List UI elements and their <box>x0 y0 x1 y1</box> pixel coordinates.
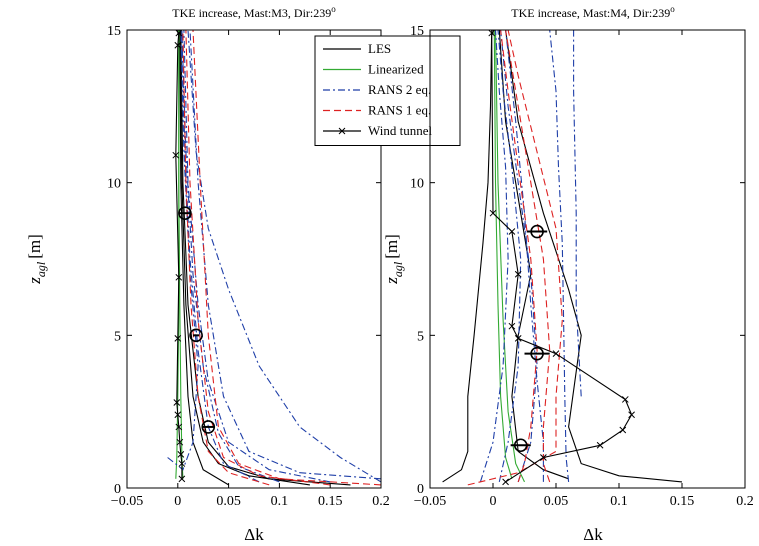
wind-tunnel-marker <box>488 30 496 37</box>
legend-box <box>314 35 461 146</box>
x-tick-label: 0.1 <box>610 494 628 509</box>
wind-tunnel-marker <box>621 396 629 403</box>
x-tick-label: 0.05 <box>544 494 569 509</box>
series-line-wind-tunnel <box>175 33 183 479</box>
series-line-rans-1-eq <box>192 30 381 486</box>
series-line-les <box>179 30 229 486</box>
y-axis-label: zagl[m] <box>25 234 48 285</box>
y-tick-label: 10 <box>107 177 121 192</box>
x-axis-label: Δk <box>244 525 264 544</box>
legend-label: Wind tunnel <box>368 123 432 138</box>
panel-m3: TKE increase, Mast:M3, Dir:239o Δk zagl[… <box>25 4 461 544</box>
wind-tunnel-marker <box>619 426 627 434</box>
x-tick-label: 0 <box>490 494 497 509</box>
x-tick-label: 0.1 <box>271 494 289 509</box>
x-tick-label: 0.15 <box>318 494 343 509</box>
measurement-point <box>201 420 216 434</box>
measurement-point <box>178 206 192 220</box>
wind-tunnel-marker <box>552 350 560 358</box>
series-line-rans-2-eq <box>549 30 570 482</box>
y-tick-label: 0 <box>114 482 121 497</box>
series-line-les <box>505 30 683 483</box>
series-line-rans-2-eq <box>181 30 280 483</box>
y-tick-label: 0 <box>417 482 424 497</box>
measurement-point <box>513 438 528 453</box>
x-axis-label: Δk <box>583 525 603 544</box>
wind-tunnel-marker <box>176 438 184 446</box>
x-tick-label: 0.2 <box>372 494 390 509</box>
wind-tunnel-marker <box>173 399 181 406</box>
series-line-wind-tunnel <box>491 33 633 483</box>
wind-tunnel-marker <box>175 273 183 281</box>
wind-tunnel-marker <box>174 41 182 49</box>
x-tick-label: 0.15 <box>670 494 695 509</box>
wind-tunnel-marker <box>628 411 635 419</box>
series-line-rans-2-eq <box>497 30 522 483</box>
wind-tunnel-marker <box>508 322 516 330</box>
y-tick-label: 15 <box>410 24 424 39</box>
x-tick-label: 0.05 <box>216 494 241 509</box>
series-line-rans-2-eq <box>505 30 544 482</box>
plot-area <box>167 30 381 486</box>
panel-m4: TKE increase, Mast:M4, Dir:239o Δk zagl[… <box>382 4 754 544</box>
wind-tunnel-marker <box>514 335 522 342</box>
axes-frame <box>429 29 746 489</box>
y-tick-label: 10 <box>410 177 424 192</box>
series-line-linearized <box>494 30 525 483</box>
series-line-rans-2-eq <box>181 30 260 483</box>
series-line-rans-2-eq <box>183 30 331 483</box>
y-axis-label: zagl[m] <box>382 234 405 285</box>
series-line-linearized <box>493 30 513 479</box>
series-line-rans-2-eq <box>573 30 582 397</box>
wind-tunnel-marker <box>175 423 183 431</box>
wind-tunnel-marker <box>596 441 604 449</box>
y-tick-label: 15 <box>107 24 121 39</box>
wind-tunnel-marker <box>172 151 180 159</box>
legend-label: Linearized <box>368 62 424 77</box>
wind-tunnel-marker <box>178 460 186 467</box>
wind-tunnel-marker <box>514 270 522 278</box>
series-line-rans-2-eq <box>500 30 538 483</box>
x-tick-label: −0.05 <box>414 494 446 509</box>
series-line-rans-2-eq <box>479 30 509 483</box>
measurement-point <box>530 224 544 239</box>
axes-frame <box>126 29 382 489</box>
wind-tunnel-marker <box>174 335 182 342</box>
legend: LES Linearized RANS 2 eq. RANS 1 eq. Wind tu… <box>314 35 461 146</box>
y-tick-label: 5 <box>417 329 424 344</box>
x-tick-label: 0.2 <box>736 494 754 509</box>
series-line-les <box>179 30 310 486</box>
wind-tunnel-marker <box>502 478 509 486</box>
series-line-rans-1-eq <box>500 30 538 483</box>
wind-tunnel-marker <box>508 228 516 235</box>
measurement-point <box>530 346 544 361</box>
series-line-rans-1-eq <box>182 30 270 486</box>
wind-tunnel-marker <box>540 454 547 461</box>
series-line-rans-2-eq <box>189 30 381 480</box>
wind-tunnel-marker <box>174 411 182 419</box>
series-line-rans-1-eq <box>185 30 331 486</box>
measurement-point <box>189 328 203 343</box>
legend-label: LES <box>368 41 391 56</box>
panel-title: TKE increase, Mast:M4, Dir:239o <box>511 4 675 20</box>
series-line-rans-2-eq <box>167 30 199 471</box>
plot-area <box>442 30 683 486</box>
panel-title: TKE increase, Mast:M3, Dir:239o <box>172 4 336 20</box>
series-line-les <box>442 30 493 483</box>
x-tick-label: −0.05 <box>111 494 143 509</box>
y-tick-label: 5 <box>114 329 121 344</box>
wind-tunnel-marker <box>175 30 183 37</box>
legend-label: RANS 1 eq. <box>368 103 431 118</box>
series-line-rans-2-eq <box>187 30 381 483</box>
wind-tunnel-marker <box>177 451 185 458</box>
wind-tunnel-marker <box>489 209 497 217</box>
legend-label: RANS 2 eq. <box>368 82 431 97</box>
legend-marker <box>338 127 346 135</box>
wind-tunnel-marker <box>178 475 186 483</box>
x-tick-label: 0 <box>174 494 181 509</box>
